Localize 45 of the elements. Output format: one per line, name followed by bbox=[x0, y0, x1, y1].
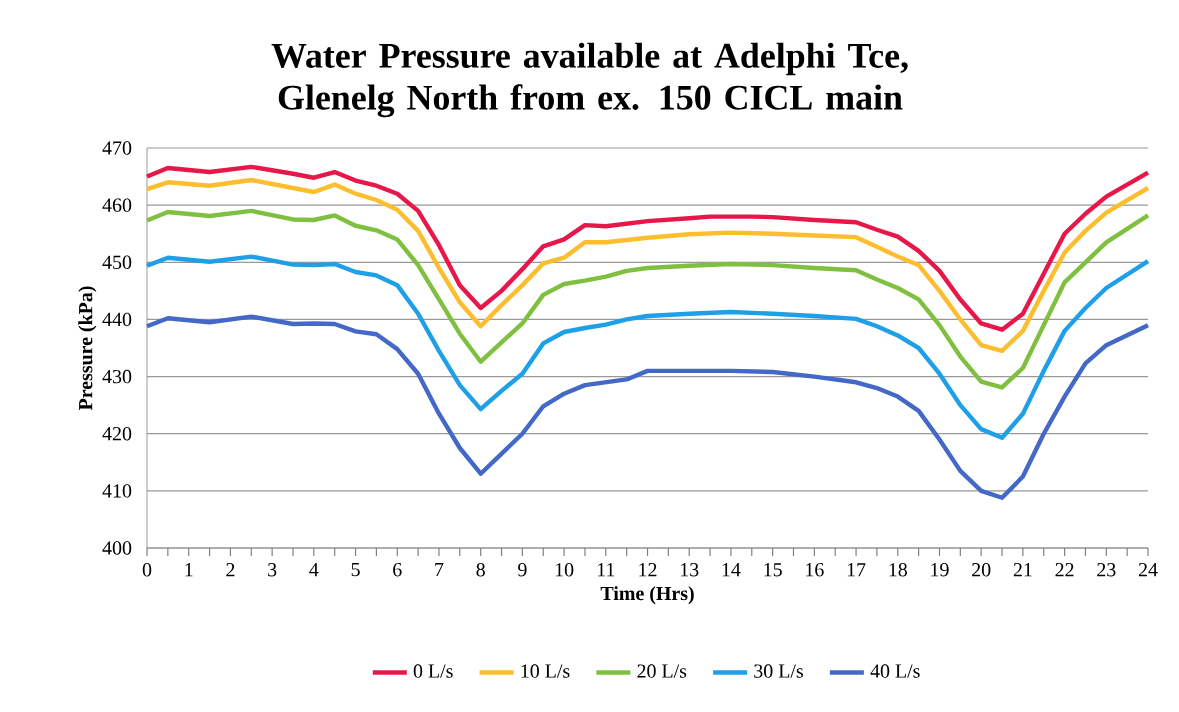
y-tick-label: 410 bbox=[102, 484, 132, 498]
legend-label: 10 L/s bbox=[521, 664, 570, 678]
x-tick-label: 22 bbox=[1055, 563, 1074, 577]
line-series bbox=[144, 208, 1151, 390]
x-tick-label: 11 bbox=[597, 563, 615, 577]
x-tick-label: 19 bbox=[931, 563, 949, 577]
line-series bbox=[144, 177, 1151, 354]
x-tick-label: 8 bbox=[476, 563, 485, 577]
x-tick-label: 18 bbox=[889, 563, 907, 577]
y-tick-label: 420 bbox=[102, 427, 132, 441]
x-axis-title: Time (Hrs) bbox=[600, 586, 694, 605]
line-series bbox=[144, 254, 1151, 440]
x-tick-label: 12 bbox=[639, 563, 657, 577]
x-tick-label: 14 bbox=[722, 563, 741, 577]
x-tick-label: 17 bbox=[847, 563, 866, 577]
y-tick-label: 440 bbox=[102, 312, 132, 327]
x-tick-label: 4 bbox=[309, 563, 319, 577]
legend-label: 20 L/s bbox=[637, 664, 687, 678]
y-tick-label: 470 bbox=[102, 141, 132, 155]
chart-title: Water Pressure available at Adelphi Tce, Glenelg North from ex. 150 CICL main bbox=[271, 42, 908, 118]
y-tick-label: 450 bbox=[102, 255, 132, 270]
x-tick-label: 21 bbox=[1013, 563, 1032, 577]
y-axis-title: Pressure (kPa) bbox=[78, 286, 97, 411]
legend-label: 0 L/s bbox=[413, 664, 453, 678]
x-tick-label: 24 bbox=[1138, 563, 1158, 577]
x-tick-label: 23 bbox=[1097, 563, 1116, 577]
y-tick-label: 430 bbox=[102, 369, 132, 384]
x-tick-label: 1 bbox=[185, 563, 193, 577]
legend-label: 40 L/s bbox=[870, 664, 920, 678]
x-tick-label: 9 bbox=[518, 563, 527, 577]
line-series bbox=[144, 164, 1151, 332]
x-tick-label: 16 bbox=[806, 563, 824, 577]
x-tick-label: 2 bbox=[226, 563, 235, 577]
x-tick-label: 10 bbox=[555, 563, 574, 577]
x-tick-label: 5 bbox=[351, 563, 360, 577]
y-tick-label: 460 bbox=[102, 198, 132, 212]
x-tick-label: 13 bbox=[681, 563, 699, 577]
x-tick-label: 0 bbox=[142, 563, 152, 577]
x-tick-label: 20 bbox=[972, 563, 991, 577]
x-tick-label: 3 bbox=[268, 563, 277, 577]
x-tick-label: 15 bbox=[764, 563, 782, 577]
x-tick-label: 7 bbox=[435, 563, 444, 577]
y-tick-label: 400 bbox=[102, 541, 132, 555]
legend-label: 30 L/s bbox=[754, 664, 803, 678]
x-tick-label: 6 bbox=[393, 563, 402, 577]
